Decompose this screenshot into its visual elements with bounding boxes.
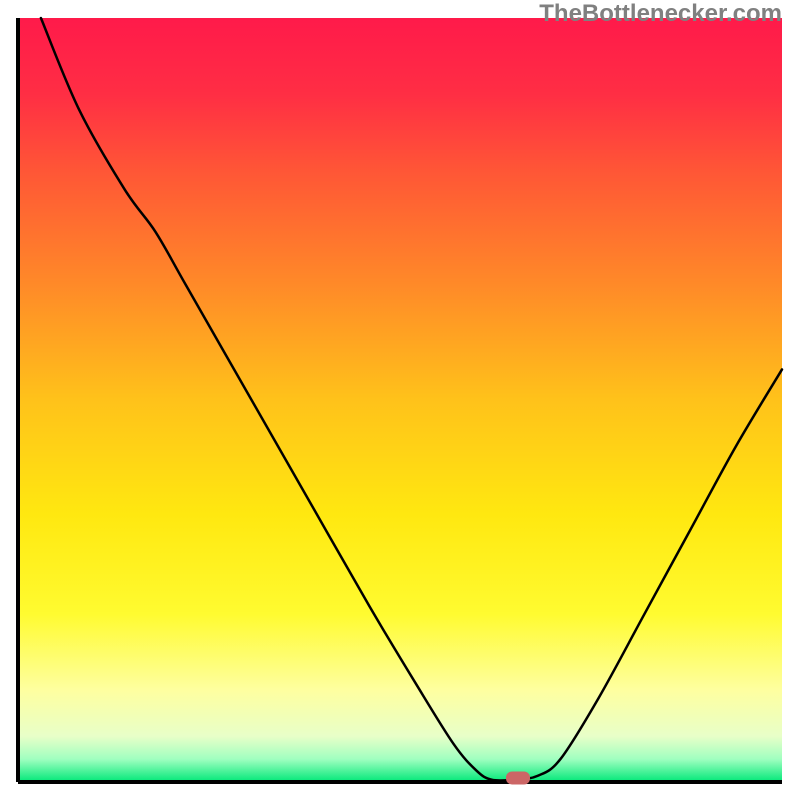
bottleneck-chart: TheBottlenecker.com (0, 0, 800, 800)
optimal-point-marker (506, 772, 530, 785)
watermark-text: TheBottlenecker.com (539, 0, 782, 28)
x-axis (18, 780, 782, 784)
y-axis (16, 18, 20, 782)
gradient-background (18, 18, 782, 782)
chart-svg (0, 0, 800, 800)
